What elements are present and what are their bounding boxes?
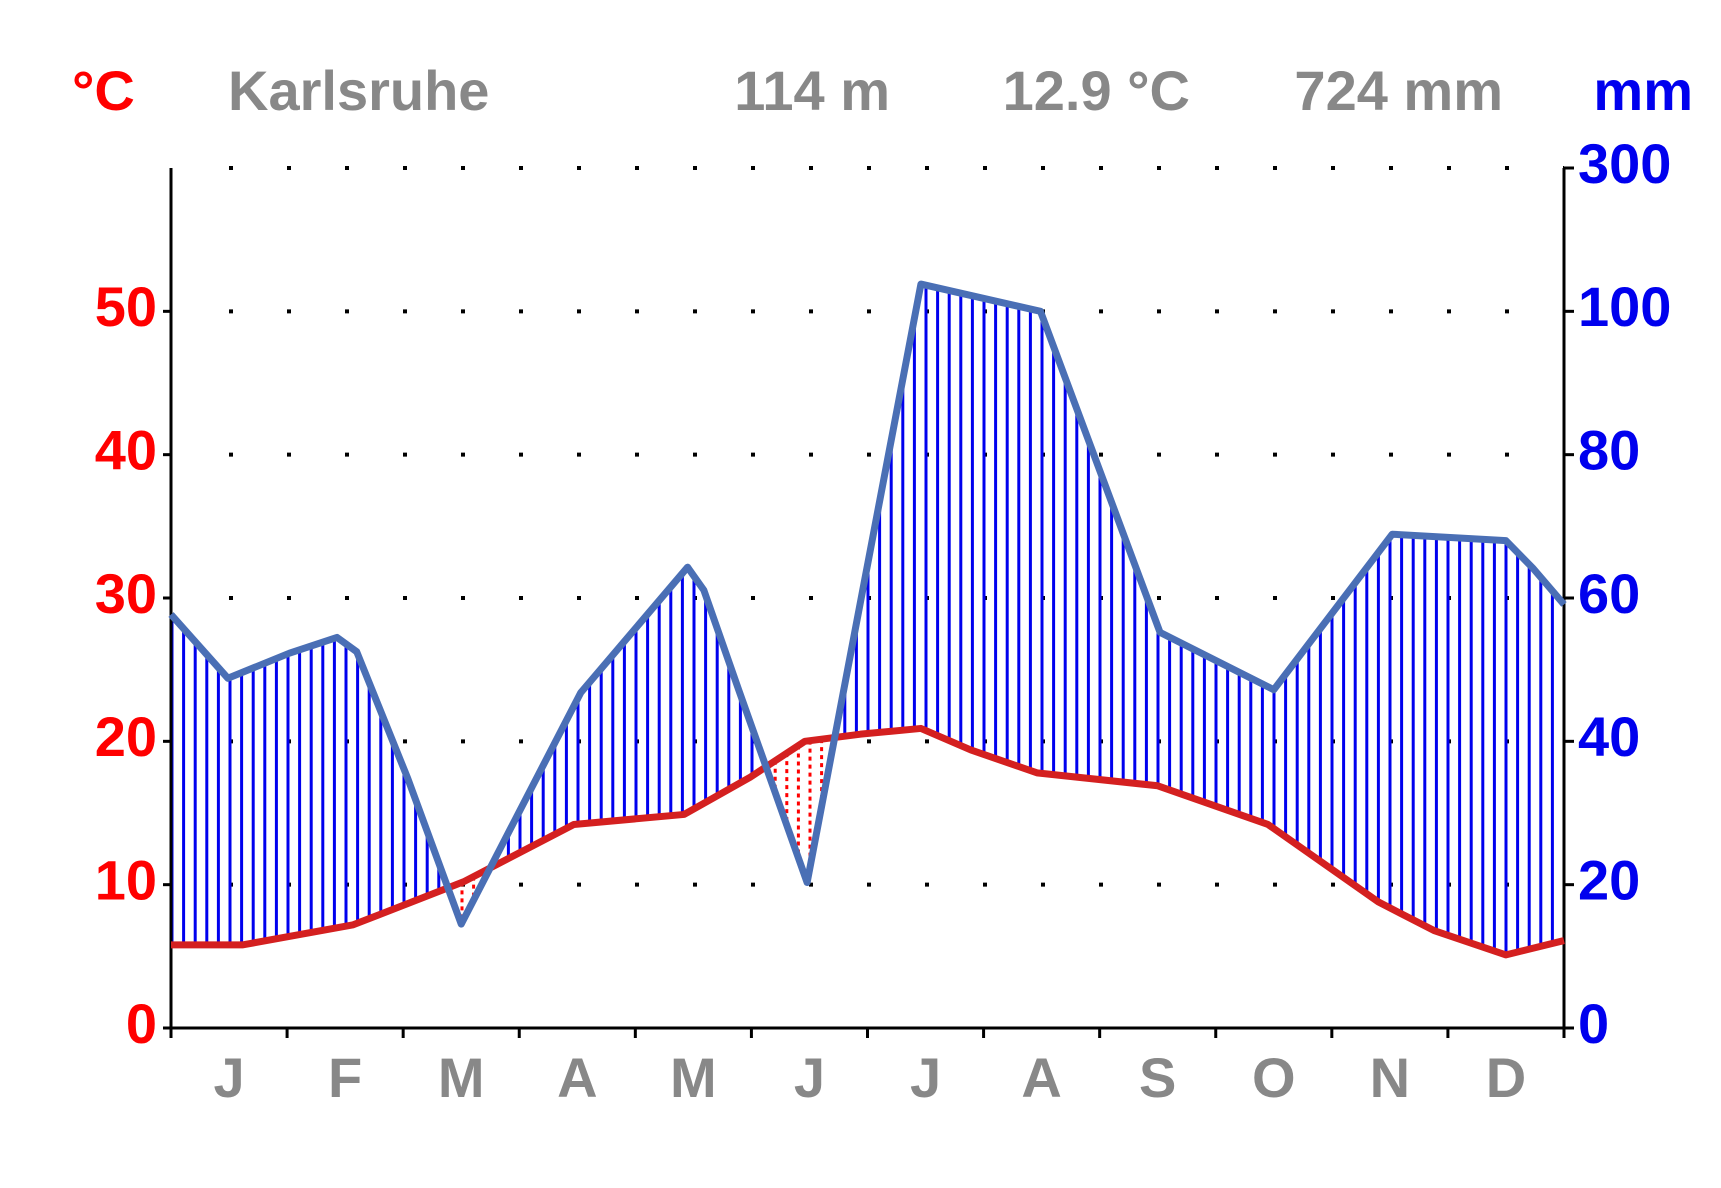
y2-tick-label: 60: [1578, 562, 1640, 625]
x-tick-label: A: [557, 1046, 597, 1109]
y2-tick-label: 100: [1578, 275, 1671, 338]
y-tick-label: 30: [95, 562, 157, 625]
precipitation-line: [168, 280, 1567, 928]
y-tick-label: 50: [95, 275, 157, 338]
y2-tick-label: 20: [1578, 848, 1640, 911]
x-tick-label: O: [1252, 1046, 1296, 1109]
y-tick-label: 0: [126, 992, 157, 1055]
mean-temperature: 12.9 °C: [1003, 59, 1190, 122]
x-tick-label: S: [1139, 1046, 1176, 1109]
y-tick-label: 10: [95, 848, 157, 911]
x-tick-label: N: [1370, 1046, 1410, 1109]
x-tick-label: J: [910, 1046, 941, 1109]
y2-tick-label: 0: [1578, 992, 1609, 1055]
x-tick-label: M: [438, 1046, 485, 1109]
x-tick-label: F: [328, 1046, 362, 1109]
x-tick-label: M: [670, 1046, 717, 1109]
x-tick-label: D: [1486, 1046, 1526, 1109]
x-tick-label: J: [794, 1046, 825, 1109]
elevation: 114 m: [734, 59, 890, 122]
x-tick-label: J: [213, 1046, 244, 1109]
y-axis-label: °C: [72, 59, 135, 122]
y2-tick-label: 40: [1578, 705, 1640, 768]
x-tick-label: A: [1021, 1046, 1061, 1109]
chart-title: Karlsruhe: [228, 59, 489, 122]
y-tick-label: 40: [95, 418, 157, 481]
y2-tick-label: 80: [1578, 418, 1640, 481]
annual-precipitation: 724 mm: [1294, 59, 1503, 122]
y2-tick-label: 300: [1578, 132, 1671, 195]
y-tick-label: 20: [95, 705, 157, 768]
y2-axis-label: mm: [1593, 59, 1693, 122]
